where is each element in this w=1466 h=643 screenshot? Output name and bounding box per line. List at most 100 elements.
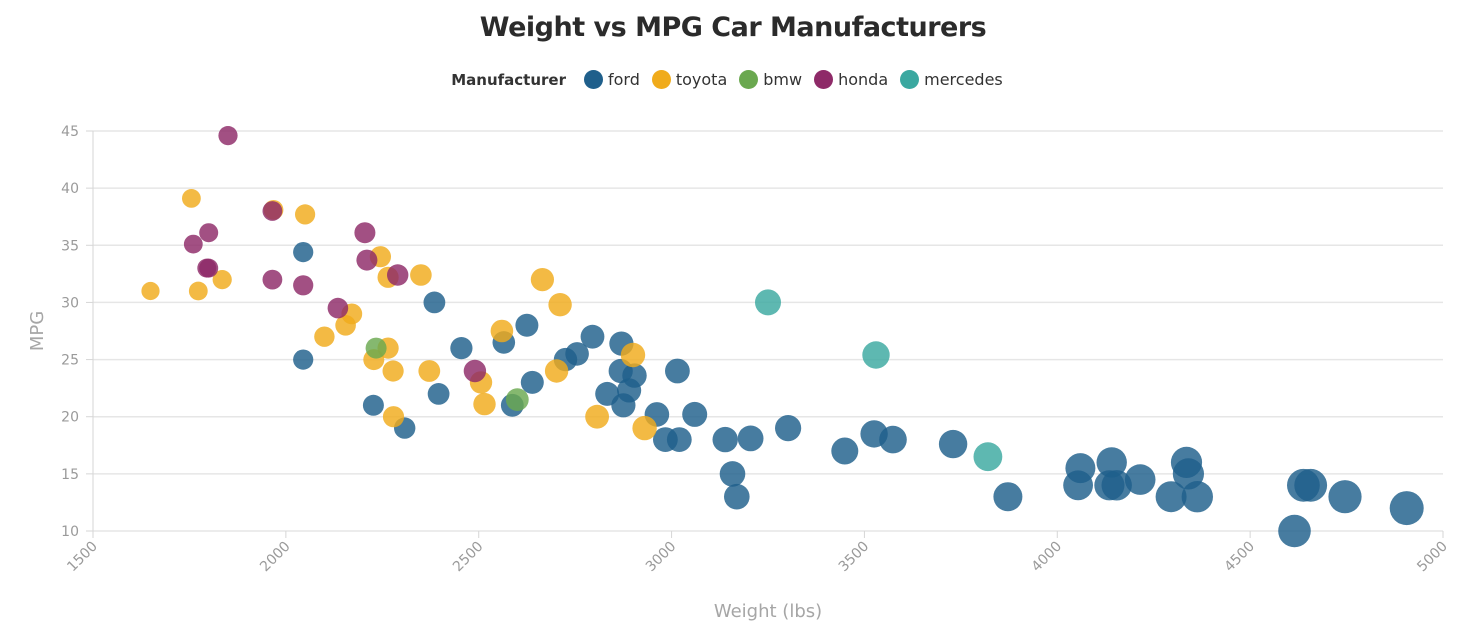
- legend: Manufacturer ford toyota bmw honda merce…: [0, 70, 1466, 89]
- data-point-ford[interactable]: [1389, 491, 1424, 526]
- data-point-ford[interactable]: [712, 426, 738, 453]
- data-point-ford[interactable]: [1278, 514, 1311, 548]
- data-point-ford[interactable]: [580, 324, 605, 349]
- data-point-honda[interactable]: [387, 264, 409, 286]
- data-point-honda[interactable]: [463, 359, 487, 383]
- gridlines: [93, 130, 1443, 532]
- data-point-ford[interactable]: [682, 401, 708, 427]
- data-point-honda[interactable]: [327, 297, 349, 319]
- x-tick-label: 2000: [257, 539, 294, 576]
- data-point-mercedes[interactable]: [862, 341, 890, 369]
- legend-item-honda[interactable]: honda: [814, 70, 888, 89]
- y-tick-label: 25: [61, 353, 79, 369]
- data-point-ford[interactable]: [622, 363, 647, 388]
- data-point-ford[interactable]: [565, 342, 589, 366]
- data-point-ford[interactable]: [1065, 453, 1096, 484]
- data-point-ford[interactable]: [831, 437, 859, 465]
- data-point-ford[interactable]: [1328, 480, 1362, 514]
- data-point-ford[interactable]: [1294, 468, 1328, 502]
- data-point-ford[interactable]: [293, 349, 314, 370]
- data-point-honda[interactable]: [218, 126, 238, 146]
- y-tick-label: 10: [61, 524, 79, 540]
- data-point-toyota[interactable]: [585, 404, 609, 429]
- legend-swatch-icon: [814, 70, 834, 89]
- data-point-toyota[interactable]: [182, 189, 201, 208]
- data-point-ford[interactable]: [450, 337, 473, 360]
- chart-title: Weight vs MPG Car Manufacturers: [479, 12, 987, 43]
- data-point-ford[interactable]: [423, 291, 446, 314]
- data-point-toyota[interactable]: [382, 406, 405, 428]
- data-point-ford[interactable]: [520, 370, 544, 394]
- data-point-toyota[interactable]: [620, 342, 646, 368]
- data-point-ford[interactable]: [362, 394, 384, 416]
- data-point-ford[interactable]: [1096, 447, 1127, 478]
- legend-swatch-icon: [651, 70, 671, 89]
- data-point-ford[interactable]: [665, 358, 690, 384]
- data-point-toyota[interactable]: [295, 204, 316, 225]
- legend-title: Manufacturer: [451, 70, 566, 89]
- data-point-toyota[interactable]: [314, 326, 335, 347]
- data-point-toyota[interactable]: [382, 360, 404, 382]
- data-point-ford[interactable]: [938, 429, 968, 459]
- data-point-honda[interactable]: [262, 269, 283, 290]
- data-point-ford[interactable]: [737, 425, 764, 452]
- x-tick-label: 1500: [64, 539, 101, 576]
- legend-swatch-icon: [900, 70, 920, 89]
- data-point-honda[interactable]: [356, 249, 378, 271]
- data-point-honda[interactable]: [293, 275, 314, 296]
- data-point-toyota[interactable]: [530, 268, 555, 292]
- x-tick-label: 3000: [643, 539, 680, 576]
- data-point-mercedes[interactable]: [973, 442, 1003, 472]
- legend-label: honda: [838, 70, 889, 89]
- legend-swatch-icon: [583, 70, 603, 89]
- data-point-ford[interactable]: [719, 461, 746, 487]
- data-points: [141, 126, 1424, 548]
- y-tick-label: 35: [61, 238, 79, 254]
- y-tick-label: 45: [61, 124, 79, 140]
- data-point-bmw[interactable]: [505, 388, 529, 411]
- data-point-toyota[interactable]: [548, 293, 572, 317]
- data-point-honda[interactable]: [199, 258, 219, 278]
- data-point-honda[interactable]: [183, 234, 203, 254]
- data-point-toyota[interactable]: [410, 264, 432, 286]
- x-tick-label: 4000: [1029, 539, 1066, 576]
- legend-item-ford[interactable]: ford: [583, 70, 640, 89]
- legend-label: bmw: [763, 70, 803, 89]
- data-point-honda[interactable]: [262, 201, 283, 221]
- data-point-toyota[interactable]: [632, 415, 657, 441]
- data-point-ford[interactable]: [427, 383, 450, 405]
- y-tick-label: 40: [61, 181, 79, 197]
- data-point-toyota[interactable]: [188, 281, 208, 301]
- data-point-ford[interactable]: [775, 415, 802, 442]
- legend-label: ford: [607, 70, 640, 89]
- data-point-ford[interactable]: [1124, 464, 1156, 495]
- data-point-ford[interactable]: [724, 483, 750, 510]
- y-tick-label: 30: [61, 295, 79, 311]
- x-tick-label: 4500: [1221, 539, 1258, 576]
- y-axis-title: MPG: [27, 311, 48, 351]
- data-point-ford[interactable]: [1101, 470, 1132, 501]
- x-axis-title: Weight (lbs): [714, 601, 822, 622]
- data-point-ford[interactable]: [1181, 481, 1214, 513]
- legend-item-toyota[interactable]: toyota: [651, 70, 727, 89]
- data-point-toyota[interactable]: [141, 281, 160, 301]
- data-point-toyota[interactable]: [473, 392, 496, 416]
- data-point-ford[interactable]: [515, 313, 539, 337]
- data-point-toyota[interactable]: [544, 359, 569, 383]
- data-point-ford[interactable]: [293, 242, 314, 263]
- y-tick-label: 20: [61, 410, 79, 426]
- data-point-ford[interactable]: [879, 425, 907, 454]
- legend-item-mercedes[interactable]: mercedes: [900, 70, 1003, 89]
- data-point-toyota[interactable]: [418, 360, 441, 382]
- data-point-toyota[interactable]: [490, 319, 514, 343]
- data-point-honda[interactable]: [199, 223, 219, 243]
- data-point-toyota[interactable]: [212, 270, 232, 290]
- data-point-ford[interactable]: [1155, 481, 1187, 513]
- data-point-bmw[interactable]: [365, 337, 387, 359]
- data-point-ford[interactable]: [666, 427, 692, 452]
- data-point-ford[interactable]: [993, 482, 1023, 512]
- data-point-honda[interactable]: [354, 222, 376, 244]
- legend-item-bmw[interactable]: bmw: [739, 70, 802, 89]
- data-point-mercedes[interactable]: [755, 289, 781, 316]
